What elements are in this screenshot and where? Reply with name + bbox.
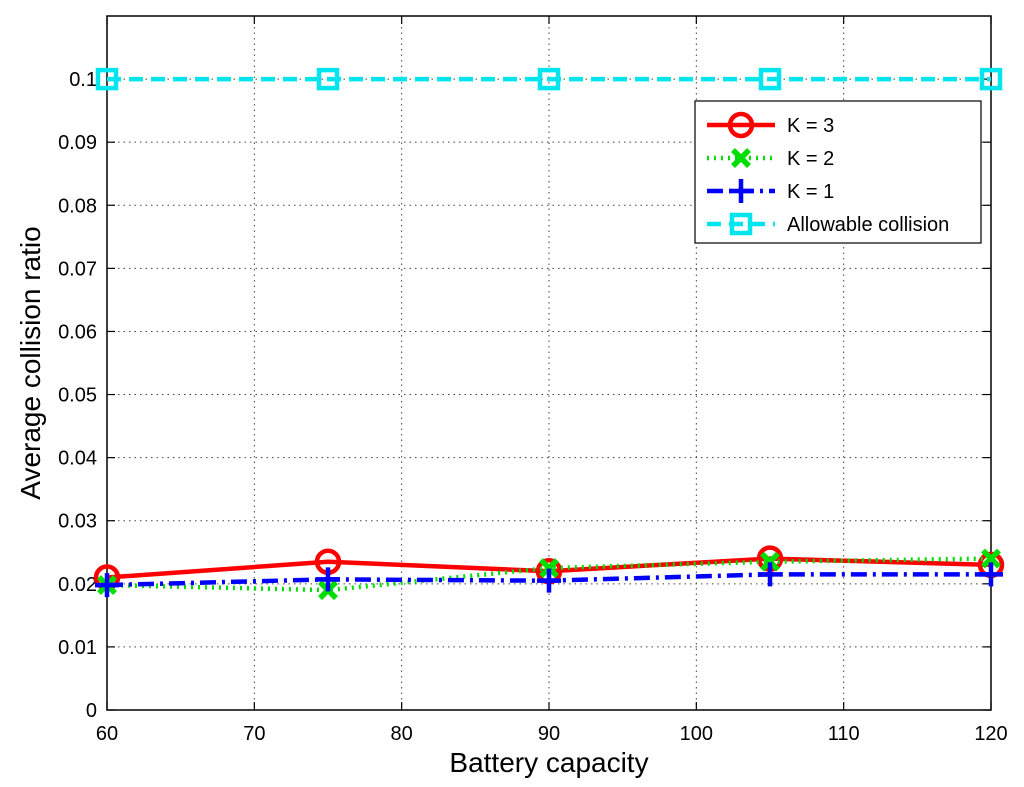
y-tick-label: 0.08 <box>58 195 97 217</box>
y-tick-label: 0.02 <box>58 574 97 596</box>
legend: K = 3 K = 2 K = 1 Allowable collision <box>694 100 982 244</box>
y-tick-label: 0.1 <box>69 69 97 91</box>
x-tick-label: 110 <box>828 723 860 745</box>
x-tick-label: 80 <box>391 723 413 745</box>
axis-ticks: 60 70 80 90 100 110 120 0 0.01 0.02 0.03 0.04 0.05 0.… <box>58 16 1008 745</box>
x-tick-label: 100 <box>680 723 713 745</box>
legend-label: K = 3 <box>787 115 834 137</box>
x-tick-label: 90 <box>538 723 560 745</box>
x-axis-title: Battery capacity <box>449 747 648 778</box>
point-marker-x <box>731 148 751 168</box>
y-tick-label: 0.09 <box>58 132 97 154</box>
legend-entry-1: K = 2 <box>707 148 834 170</box>
legend-entry-3: Allowable collision <box>707 212 949 236</box>
series-3 <box>95 67 1003 91</box>
point-marker-x <box>539 558 559 578</box>
point-marker-square <box>729 212 753 236</box>
y-axis-title: Average collision ratio <box>15 226 46 499</box>
legend-label: K = 1 <box>787 181 834 203</box>
point-marker-plus <box>95 573 119 598</box>
x-tick-label: 60 <box>96 723 118 745</box>
legend-entry-0: K = 3 <box>707 111 834 139</box>
y-tick-label: 0.06 <box>58 321 97 343</box>
point-marker-plus <box>979 562 1003 587</box>
series-2 <box>95 562 1003 598</box>
y-tick-label: 0.01 <box>58 637 97 659</box>
legend-label: K = 2 <box>787 148 834 170</box>
legend-entry-2: K = 1 <box>707 179 834 203</box>
series-line <box>106 556 992 593</box>
y-tick-label: 0.03 <box>58 511 97 533</box>
point-marker-x <box>760 551 780 572</box>
y-tick-label: 0.07 <box>58 258 97 280</box>
point-marker-square <box>95 67 119 91</box>
point-marker-square <box>979 67 1003 91</box>
point-marker-square <box>758 67 782 91</box>
point-marker-square <box>537 67 561 91</box>
x-tick-label: 70 <box>243 723 265 745</box>
point-marker-plus <box>729 179 753 203</box>
point-marker-circle <box>727 111 755 139</box>
y-tick-label: 0.04 <box>58 448 97 470</box>
y-tick-label: 0.05 <box>58 385 97 407</box>
point-marker-plus <box>537 568 561 593</box>
point-marker-plus <box>758 562 782 587</box>
x-tick-label: 120 <box>974 723 1007 745</box>
legend-label: Allowable collision <box>787 214 949 236</box>
y-tick-label: 0 <box>86 700 97 722</box>
series-layer <box>93 67 1005 601</box>
point-marker-x <box>981 548 1001 569</box>
point-marker-square <box>316 67 340 91</box>
point-marker-plus <box>316 567 340 592</box>
